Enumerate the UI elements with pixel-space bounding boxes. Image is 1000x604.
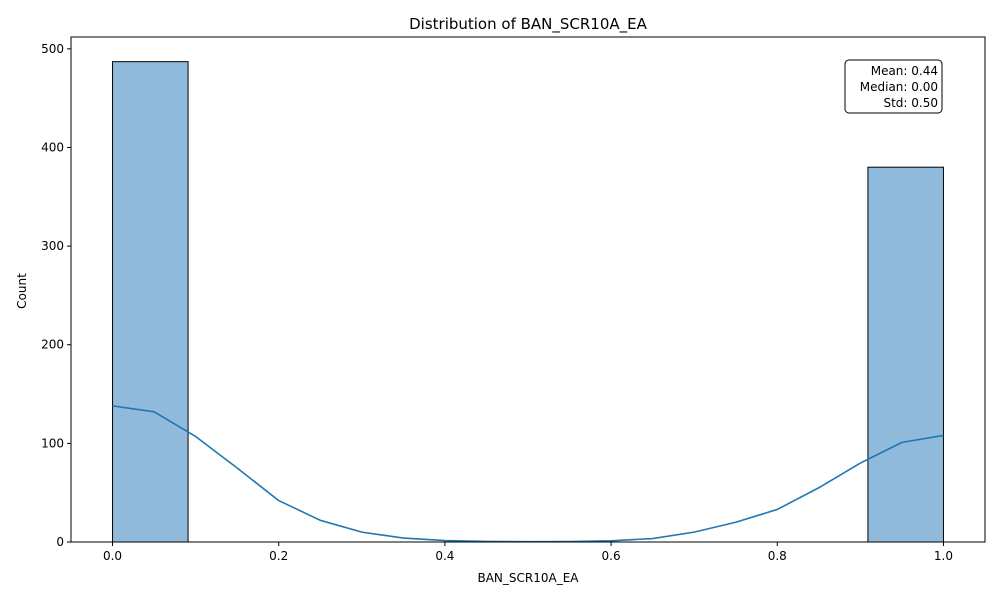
chart-title: Distribution of BAN_SCR10A_EA [409, 15, 648, 34]
y-ticks: 0 100 200 300 400 500 [41, 42, 71, 549]
y-tick-label: 100 [41, 436, 64, 450]
axes-layer [70, 36, 986, 543]
y-tick-label: 0 [56, 535, 64, 549]
y-axis-label: Count [15, 273, 29, 309]
plot-frame [70, 36, 986, 543]
kde-curve [112, 405, 944, 543]
y-tick-label: 300 [41, 239, 64, 253]
bars-layer [112, 61, 944, 543]
histogram-bar-10 [867, 166, 944, 543]
y-tick-label: 200 [41, 338, 64, 352]
x-tick-label: 0.8 [768, 549, 787, 563]
x-tick-label: 1.0 [934, 549, 953, 563]
x-tick-label: 0.4 [435, 549, 454, 563]
x-tick-label: 0.2 [269, 549, 288, 563]
stats-line: Median: 0.00 [860, 80, 938, 94]
y-tick-label: 500 [41, 42, 64, 56]
stats-line: Mean: 0.44 [871, 64, 938, 78]
stats-box: Mean: 0.44 Median: 0.00 Std: 0.50 [844, 59, 943, 114]
stats-box-frame [844, 59, 943, 114]
kde-layer [112, 405, 944, 543]
x-axis-label: BAN_SCR10A_EA [477, 571, 579, 585]
x-tick-label: 0.6 [602, 549, 621, 563]
x-ticks: 0.0 0.2 0.4 0.6 0.8 1.0 [103, 542, 953, 563]
histogram-bar-0 [112, 61, 189, 543]
stats-line: Std: 0.50 [883, 96, 938, 110]
y-tick-label: 400 [41, 140, 64, 154]
x-tick-label: 0.0 [103, 549, 122, 563]
